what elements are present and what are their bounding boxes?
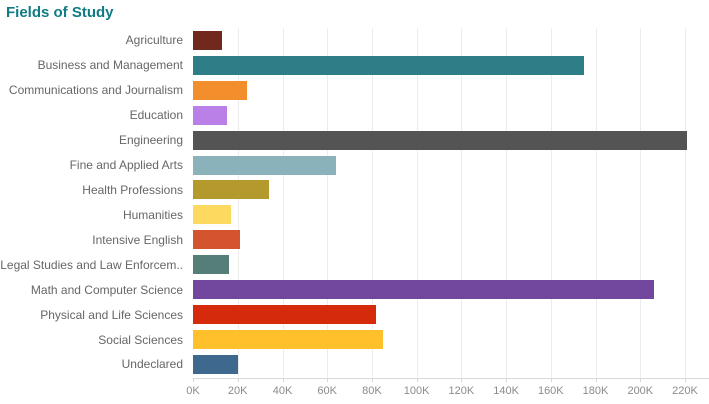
axis-tick <box>506 378 508 382</box>
bar-track-intensive-english <box>193 227 709 252</box>
bar-track-legal-studies-and-law-enforcem <box>193 252 709 277</box>
axis-tick-label: 140K <box>493 385 519 397</box>
chart-title: Fields of Study <box>6 4 114 21</box>
axis-tick-label: 200K <box>627 385 654 397</box>
category-label-humanities: Humanities <box>122 207 183 222</box>
axis-tick-label: 220K <box>672 385 698 397</box>
bar-business-and-management[interactable] <box>193 55 585 75</box>
category-label-education: Education <box>129 108 183 123</box>
bar-track-communications-and-journalism <box>193 78 709 103</box>
bar-agriculture[interactable] <box>193 30 223 50</box>
bar-engineering[interactable] <box>193 130 688 150</box>
axis-tick <box>237 378 239 382</box>
axis-tick-label: 0K <box>186 385 200 397</box>
axis-tick <box>640 378 642 382</box>
bar-row-humanities: Humanities <box>0 202 709 227</box>
axis-tick-label: 20K <box>227 385 248 397</box>
bar-track-humanities <box>193 202 709 227</box>
axis-tick-label: 180K <box>582 385 609 397</box>
bar-undeclared[interactable] <box>193 354 238 374</box>
category-label-social-sciences: Social Sciences <box>98 332 183 347</box>
bar-row-physical-and-life-sciences: Physical and Life Sciences <box>0 302 709 327</box>
bar-row-engineering: Engineering <box>0 128 709 153</box>
category-label-fine-and-applied-arts: Fine and Applied Arts <box>69 158 183 173</box>
axis-tick-label: 100K <box>403 385 430 397</box>
category-label-communications-and-journalism: Communications and Journalism <box>8 83 183 98</box>
bar-math-and-computer-science[interactable] <box>193 280 654 300</box>
bar-row-social-sciences: Social Sciences <box>0 327 709 352</box>
bar-fine-and-applied-arts[interactable] <box>193 155 337 175</box>
axis-tick <box>461 378 463 382</box>
bar-track-agriculture <box>193 28 709 53</box>
axis-tick <box>371 378 373 382</box>
category-label-physical-and-life-sciences: Physical and Life Sciences <box>40 307 183 322</box>
bar-physical-and-life-sciences[interactable] <box>193 305 377 325</box>
bar-track-social-sciences <box>193 327 709 352</box>
bar-row-intensive-english: Intensive English <box>0 227 709 252</box>
bar-row-business-and-management: Business and Management <box>0 53 709 78</box>
axis-tick-label: 60K <box>317 385 337 397</box>
category-label-business-and-management: Business and Management <box>37 58 183 73</box>
bar-track-undeclared <box>193 352 709 377</box>
bar-track-health-professions <box>193 178 709 203</box>
axis-tick <box>550 378 552 382</box>
bar-education[interactable] <box>193 105 227 125</box>
bar-row-agriculture: Agriculture <box>0 28 709 53</box>
category-label-engineering: Engineering <box>118 133 183 148</box>
bar-rows: Agriculture Business and Management Commun… <box>0 28 709 377</box>
bar-track-engineering <box>193 128 709 153</box>
bar-row-communications-and-journalism: Communications and Journalism <box>0 78 709 103</box>
x-axis-line <box>193 378 709 379</box>
bar-track-business-and-management <box>193 53 709 78</box>
category-label-undeclared: Undeclared <box>121 357 183 372</box>
axis-tick <box>327 378 329 382</box>
bar-health-professions[interactable] <box>193 180 269 200</box>
axis-tick <box>595 378 597 382</box>
axis-tick <box>416 378 418 382</box>
axis-tick-label: 40K <box>272 385 293 397</box>
bar-track-education <box>193 103 709 128</box>
bar-row-undeclared: Undeclared <box>0 352 709 377</box>
axis-tick <box>685 378 686 382</box>
category-label-math-and-computer-science: Math and Computer Science <box>30 282 183 297</box>
bar-social-sciences[interactable] <box>193 330 384 350</box>
bar-row-math-and-computer-science: Math and Computer Science <box>0 277 709 302</box>
category-label-agriculture: Agriculture <box>125 33 183 48</box>
bar-row-health-professions: Health Professions <box>0 178 709 203</box>
axis-tick <box>193 378 194 382</box>
bar-communications-and-journalism[interactable] <box>193 80 247 100</box>
category-label-legal-studies-and-law-enforcem: Legal Studies and Law Enforcem.. <box>0 257 183 272</box>
bar-row-education: Education <box>0 103 709 128</box>
bar-intensive-english[interactable] <box>193 230 240 250</box>
axis-tick-label: 120K <box>448 385 475 397</box>
category-label-health-professions: Health Professions <box>82 182 183 197</box>
bar-track-math-and-computer-science <box>193 277 709 302</box>
bar-row-legal-studies-and-law-enforcem: Legal Studies and Law Enforcem.. <box>0 252 709 277</box>
axis-tick-label: 80K <box>362 385 382 397</box>
axis-tick <box>282 378 284 382</box>
bar-humanities[interactable] <box>193 205 231 225</box>
bar-track-fine-and-applied-arts <box>193 153 709 178</box>
bar-legal-studies-and-law-enforcem[interactable] <box>193 255 229 275</box>
bar-row-fine-and-applied-arts: Fine and Applied Arts <box>0 153 709 178</box>
axis-tick-label: 160K <box>537 385 564 397</box>
bar-track-physical-and-life-sciences <box>193 302 709 327</box>
category-label-intensive-english: Intensive English <box>92 232 183 247</box>
